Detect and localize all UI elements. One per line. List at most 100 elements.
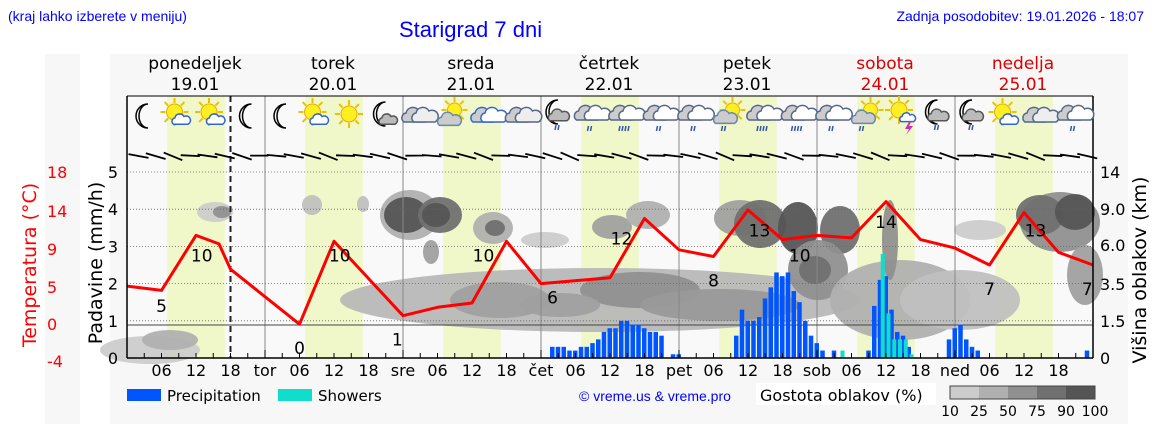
sun-cloud-icon [195,98,226,126]
precip-bar [906,346,911,358]
temp-tick-label: 9 [47,240,57,259]
temp-axis-strip [45,54,80,424]
cloud-scale-tick: 10 [941,404,959,420]
precip-tick-label: 4 [108,200,118,219]
precip-bar [889,309,894,358]
precip-bar [578,346,584,358]
precip-bar [820,350,825,358]
precip-bar [877,279,883,358]
day-name: torek [311,54,355,74]
shower-bar [840,350,845,358]
region-hint: (kraj lahko izberete v meniju) [8,8,187,24]
cloud-scale-tick: 25 [970,404,988,420]
sun-cloud-icon [160,98,192,126]
page-title: Starigrad 7 dni [399,17,543,42]
x-tick-label: 06 [841,361,861,380]
clouds-icon [1022,106,1060,123]
temp-value-label: 1 [392,331,403,351]
cloud-area [213,206,231,218]
x-tick-label: 18 [220,361,240,380]
cloud-scale-tick: 90 [1057,404,1075,420]
x-tick-label: 18 [1048,361,1068,380]
precip-bar [659,335,664,358]
temp-value-label: 0 [294,339,305,359]
x-tick-label: sob [803,361,831,380]
precip-bar [751,320,756,358]
temp-value-label: 10 [191,247,213,267]
x-tick-label: 18 [496,361,516,380]
day-name: ponedeljek [148,54,242,74]
cloud-scale-step [1066,386,1095,399]
cloud-height-axis-title: Višina oblakov (km) [1129,177,1151,364]
temp-tick-label: 5 [47,278,57,297]
temp-value-label: 13 [749,221,771,241]
cloud-area [592,215,632,239]
last-updated: Zadnja posodobitev: 19.01.2026 - 18:07 [896,8,1144,24]
clouds-rain-heavy-icon [608,104,646,132]
cloud-density-label: Gostota oblakov (%) [760,386,923,405]
day-date: 22.01 [585,75,634,95]
x-tick-label: 12 [876,361,896,380]
temp-value-label: 6 [547,288,558,308]
cloud-area [302,195,322,215]
cloud-area [626,201,670,229]
precip-legend-swatch [127,389,161,401]
cloud-area [1055,194,1095,230]
temp-value-label: 7 [984,280,995,300]
x-tick-label: 12 [738,361,758,380]
moon-cloud-rain-icon [545,99,571,131]
x-tick-label: 06 [979,361,999,380]
x-tick-label: 12 [462,361,482,380]
precip-bar [561,346,566,358]
cloud-scale-step [1008,386,1037,399]
precip-tick-label: 3 [108,237,118,256]
precip-bar [601,331,607,358]
precip-bar [745,320,750,358]
clouds-rain-heavy-icon [780,104,819,132]
precip-bar [1084,350,1090,358]
precip-bar [791,291,796,358]
precip-bar [785,272,791,358]
sun-cloud-grey-icon [436,97,468,127]
x-tick-label: sre [391,361,415,380]
sun-icon [335,100,363,128]
precip-axis-title: Padavine (mm/h) [85,182,107,345]
showers-legend-label: Showers [318,387,382,405]
x-tick-label: 18 [358,361,378,380]
x-tick-label: ned [940,361,970,380]
precip-bar [653,331,658,358]
cloud-area [422,203,450,227]
clouds-rain-icon [1056,104,1095,132]
x-tick-label: 18 [634,361,654,380]
temp-value-label: 13 [1025,221,1047,241]
x-tick-label: 12 [186,361,206,380]
precip-tick-label: 2 [108,275,118,294]
precip-bar [900,335,906,358]
clouds-icon [401,106,439,123]
cloud-area [384,197,428,233]
precip-bar [768,287,773,358]
cloud-area [520,293,600,317]
clouds-rain-icon [642,104,681,132]
x-tick-label: čet [529,361,554,380]
temp-value-label: 14 [875,213,897,233]
temp-value-label: 10 [789,247,811,267]
temp-value-label: 8 [708,272,719,292]
precip-bar [883,276,888,358]
precip-bar [872,305,877,358]
day-date: 25.01 [999,75,1048,95]
precip-bar [584,346,589,358]
precip-tick-label: 5 [108,163,118,182]
cloud-area [423,240,439,264]
showers-legend-swatch [278,389,312,401]
cloud-area [142,330,198,350]
moon-icon [273,103,287,129]
shower-bar [909,354,914,358]
temp-value-label: 10 [329,247,351,267]
cloud-area [485,220,505,236]
temp-tick-label: 18 [47,163,67,182]
cloud-area [820,206,860,254]
sun-cloud-icon [298,98,330,126]
shower-bar [903,339,908,358]
x-tick-label: 06 [703,361,723,380]
